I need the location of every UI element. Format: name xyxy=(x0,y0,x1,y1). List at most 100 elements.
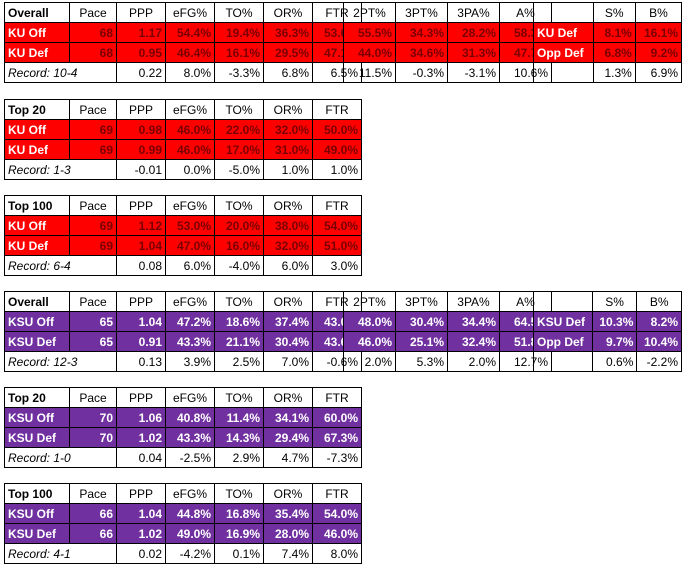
section-title: Top 100 xyxy=(4,483,70,504)
stat-cell: 43.3% xyxy=(165,331,215,352)
stat-cell: 16.9% xyxy=(214,523,264,544)
difference-row: Record: 4-1 0.02 -4.2% 0.1% 7.4% 8.0% xyxy=(4,543,362,564)
stat-cell: 50.0% xyxy=(312,119,362,140)
table-row: 44.0% 34.6% 31.3% 47.7% xyxy=(343,42,552,63)
stat-cell: 1.04 xyxy=(116,503,166,524)
row-label: Opp Def xyxy=(533,42,594,63)
header-row: Top 100 Pace PPP eFG% TO% OR% FTR xyxy=(4,483,362,504)
column-header: PPP xyxy=(116,291,166,312)
stat-cell: 32.4% xyxy=(447,331,500,352)
difference-row: Record: 1-0 0.04 -2.5% 2.9% 4.7% -7.3% xyxy=(4,447,362,468)
table-row: KSU Def 66 1.02 49.0% 16.9% 28.0% 46.0% xyxy=(4,523,362,544)
stat-cell: 69 xyxy=(69,139,117,160)
stat-cell: 34.3% xyxy=(395,22,448,43)
stat-cell: 70 xyxy=(69,427,117,448)
stat-cell: 37.4% xyxy=(263,311,313,332)
column-header: TO% xyxy=(214,195,264,216)
table-row: KSU Def 10.3% 8.2% xyxy=(533,311,682,332)
stat-cell: 16.1% xyxy=(634,22,682,43)
column-header: OR% xyxy=(263,2,313,23)
record-label: Record: 1-0 xyxy=(4,447,117,468)
stat-cell: 8.1% xyxy=(592,22,636,43)
ku-top100-table: Top 100 Pace PPP eFG% TO% OR% FTR KU Off 69 1.12 5… xyxy=(4,195,362,276)
diff-cell: -5.0% xyxy=(214,159,264,180)
stat-cell: 49.0% xyxy=(312,139,362,160)
diff-cell: 8.0% xyxy=(312,543,362,564)
column-header: 2PT% xyxy=(343,291,396,312)
diff-cell: 6.9% xyxy=(634,62,682,83)
column-header: OR% xyxy=(263,99,313,120)
stat-cell: 0.91 xyxy=(116,331,166,352)
stat-cell: 28.2% xyxy=(447,22,500,43)
stat-cell: 38.0% xyxy=(263,215,313,236)
column-header: 3PA% xyxy=(447,2,500,23)
row-label: KU Off xyxy=(4,119,70,140)
blank-cell xyxy=(533,351,593,372)
column-header: OR% xyxy=(263,291,313,312)
stat-cell: 30.4% xyxy=(395,311,448,332)
diff-cell: 5.3% xyxy=(395,351,448,372)
column-header: TO% xyxy=(214,387,264,408)
stat-cell: 10.4% xyxy=(636,331,682,352)
stat-cell: 9.7% xyxy=(591,331,638,352)
stat-cell: 31.3% xyxy=(447,42,500,63)
stat-cell: 30.4% xyxy=(263,331,313,352)
ksu-top20-table: Top 20 Pace PPP eFG% TO% OR% FTR KSU Off 70 1.06 4… xyxy=(4,387,362,468)
diff-cell: 7.0% xyxy=(263,351,313,372)
table-row: KSU Def 65 0.91 43.3% 21.1% 30.4% 43.6% xyxy=(4,331,362,352)
difference-row: Record: 10-4 0.22 8.0% -3.3% 6.8% 6.5% xyxy=(4,62,362,83)
diff-cell: -0.3% xyxy=(395,62,448,83)
stat-cell: 32.0% xyxy=(263,119,313,140)
header-row: 2PT% 3PT% 3PA% A% xyxy=(343,291,552,312)
row-label: KSU Off xyxy=(4,503,70,524)
stat-cell: 55.5% xyxy=(343,22,396,43)
diff-cell: 8.0% xyxy=(165,62,215,83)
stat-cell: 49.0% xyxy=(165,523,215,544)
difference-row: Record: 1-3 -0.01 0.0% -5.0% 1.0% 1.0% xyxy=(4,159,362,180)
stat-cell: 65 xyxy=(69,331,117,352)
stat-cell: 44.0% xyxy=(343,42,396,63)
column-header: Pace xyxy=(69,2,117,23)
stat-cell: 6.8% xyxy=(592,42,636,63)
diff-cell: 6.0% xyxy=(165,255,215,276)
column-header: TO% xyxy=(214,291,264,312)
table-row: KU Off 69 0.98 46.0% 22.0% 32.0% 50.0% xyxy=(4,119,362,140)
column-header: Pace xyxy=(69,387,117,408)
diff-cell: 11.5% xyxy=(343,62,396,83)
column-header: Pace xyxy=(69,291,117,312)
difference-row: 2.0% 5.3% 2.0% 12.7% xyxy=(343,351,552,372)
stat-cell: 46.0% xyxy=(165,139,215,160)
table-row: KU Off 68 1.17 54.4% 19.4% 36.3% 53.6% xyxy=(4,22,362,43)
stat-cell: 28.0% xyxy=(263,523,313,544)
stat-cell: 68 xyxy=(69,22,117,43)
column-header: PPP xyxy=(116,195,166,216)
diff-cell: 0.02 xyxy=(116,543,166,564)
column-header: 3PT% xyxy=(395,2,448,23)
stat-cell: 20.0% xyxy=(214,215,264,236)
column-header: TO% xyxy=(214,2,264,23)
stat-cell: 36.3% xyxy=(263,22,313,43)
stat-cell: 43.3% xyxy=(165,427,215,448)
column-header: Pace xyxy=(69,99,117,120)
stat-cell: 44.8% xyxy=(165,503,215,524)
diff-cell: 0.22 xyxy=(116,62,166,83)
table-row: KSU Off 66 1.04 44.8% 16.8% 35.4% 54.0% xyxy=(4,503,362,524)
row-label: KU Def xyxy=(533,22,594,43)
diff-cell: 0.6% xyxy=(591,351,638,372)
stat-cell: 21.1% xyxy=(214,331,264,352)
diff-cell: 4.7% xyxy=(263,447,313,468)
row-label: KU Def xyxy=(4,235,70,256)
table-row: KU Def 68 0.95 46.4% 16.1% 29.5% 47.1% xyxy=(4,42,362,63)
column-header: OR% xyxy=(263,387,313,408)
row-label: KU Def xyxy=(4,139,70,160)
stat-cell: 1.02 xyxy=(116,427,166,448)
column-header: FTR xyxy=(312,387,362,408)
blank-cell xyxy=(533,2,594,23)
table-row: KSU Def 70 1.02 43.3% 14.3% 29.4% 67.3% xyxy=(4,427,362,448)
stat-cell: 53.0% xyxy=(165,215,215,236)
stat-cell: 67.3% xyxy=(312,427,362,448)
column-header: Pace xyxy=(69,195,117,216)
diff-cell: 6.0% xyxy=(263,255,313,276)
column-header: FTR xyxy=(312,195,362,216)
table-row: 48.0% 30.4% 34.4% 64.5% xyxy=(343,311,552,332)
